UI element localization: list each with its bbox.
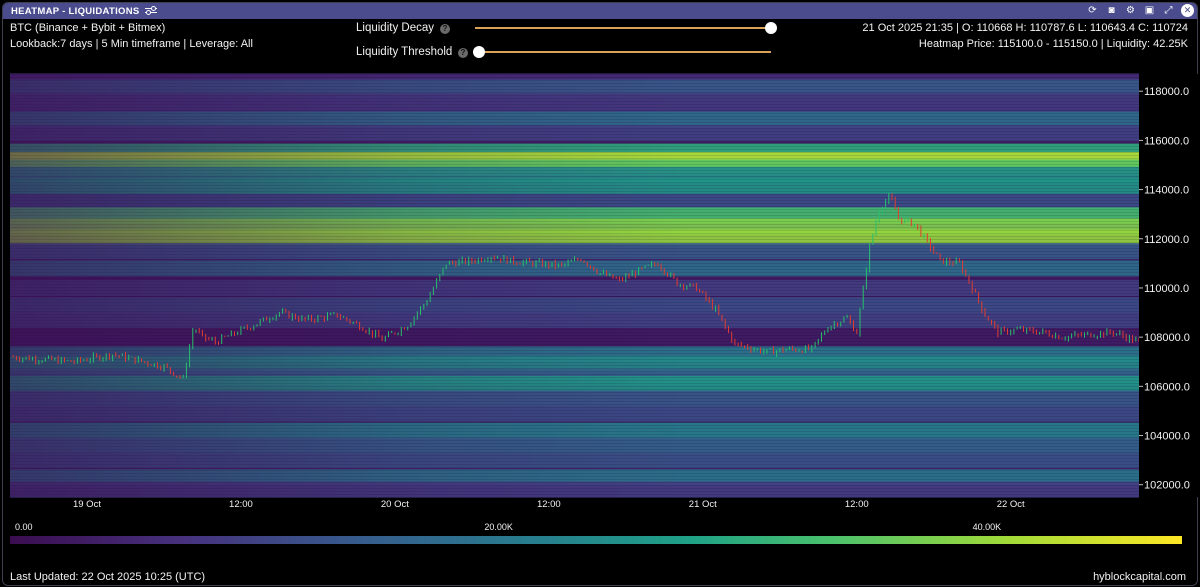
colorbar-tick-label: 0.00: [15, 522, 33, 532]
x-tick-label: 19 Oct: [73, 499, 101, 510]
threshold-slider-knob[interactable]: [473, 46, 485, 58]
threshold-help-icon[interactable]: ?: [458, 48, 468, 58]
y-tick-label: 104000.0: [1144, 431, 1190, 443]
colorbar-tick-label: 20.00K: [484, 522, 513, 532]
y-tick-label: 114000.0: [1144, 185, 1189, 197]
y-tick-label: 112000.0: [1144, 234, 1189, 246]
y-tick-label: 118000.0: [1144, 86, 1189, 98]
brand-watermark: hyblockcapital.com: [1093, 571, 1186, 583]
y-tick-label: 110000.0: [1144, 283, 1189, 295]
liquidity-colorbar: [10, 536, 1182, 544]
camera-icon[interactable]: ◙: [1108, 5, 1115, 16]
settings-icon[interactable]: ⚙: [1126, 5, 1135, 16]
liquidity-threshold-label: Liquidity Threshold: [356, 46, 453, 58]
tune-icon[interactable]: [144, 6, 157, 16]
liquidity-decay-label: Liquidity Decay: [356, 22, 434, 34]
title-bar: HEATMAP - LIQUIDATIONS ⟳ ◙ ⚙ ▣ ⤢ ✕: [3, 3, 1197, 19]
save-icon[interactable]: ▣: [1144, 5, 1155, 16]
y-tick-label: 106000.0: [1144, 381, 1190, 393]
expand-icon[interactable]: ⤢: [1164, 5, 1173, 16]
decay-help-icon[interactable]: ?: [440, 24, 450, 34]
ohlc-readout: 21 Oct 2025 21:35 | O: 110668 H: 110787.…: [862, 22, 1188, 34]
exchange-source: BTC (Binance + Bybit + Bitmex): [10, 22, 166, 34]
x-axis: 19 Oct 12:00 20 Oct 12:00 21 Oct 12:00 22 Oct: [73, 499, 1025, 510]
x-tick-label: 20 Oct: [381, 499, 409, 510]
heatmap-fade-overlay: [10, 74, 1139, 497]
decay-slider-knob[interactable]: [765, 22, 777, 34]
window-title: HEATMAP - LIQUIDATIONS: [11, 5, 140, 17]
y-tick-label: 102000.0: [1144, 480, 1190, 492]
last-updated: Last Updated: 22 Oct 2025 10:25 (UTC): [10, 571, 206, 583]
y-tick-label: 108000.0: [1144, 332, 1190, 344]
x-tick-label: 12:00: [229, 499, 253, 510]
y-tick-label: 116000.0: [1144, 135, 1189, 147]
decay-slider-track[interactable]: [475, 27, 771, 29]
x-tick-label: 21 Oct: [689, 499, 717, 510]
colorbar-tick-label: 40.00K: [972, 522, 1002, 532]
chart-settings: Lookback:7 days | 5 Min timeframe | Leve…: [10, 38, 253, 50]
window-buttons: ⟳ ◙ ⚙ ▣ ⤢ ✕: [1086, 4, 1194, 17]
x-tick-label: 12:00: [845, 499, 869, 510]
close-icon[interactable]: ✕: [1181, 4, 1194, 17]
x-tick-label: 12:00: [537, 499, 561, 510]
x-tick-label: 22 Oct: [997, 499, 1025, 510]
liquidity-decay-slider[interactable]: [475, 22, 777, 34]
price-candles: [12, 192, 1140, 379]
heatmap-price-readout: Heatmap Price: 115100.0 - 115150.0 | Liq…: [918, 38, 1188, 50]
y-axis: 118000.0 116000.0 114000.0 112000.0 110000.0…: [1139, 74, 1200, 497]
threshold-slider-track[interactable]: [479, 51, 771, 53]
liquidity-threshold-slider[interactable]: [473, 46, 771, 58]
refresh-icon[interactable]: ⟳: [1088, 5, 1097, 16]
